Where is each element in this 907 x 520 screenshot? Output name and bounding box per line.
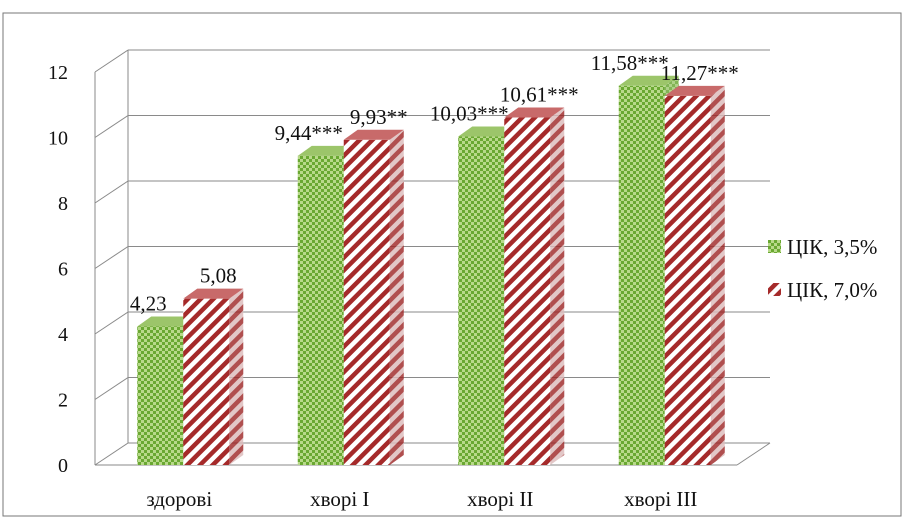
y-tick-label: 8	[58, 193, 68, 215]
legend-label-series-1: ЦІК, 3,5%	[787, 235, 877, 259]
data-label: 9,44***	[275, 121, 343, 145]
gridline-side	[94, 246, 129, 269]
data-label: 11,58***	[591, 51, 669, 75]
bar-top	[137, 316, 198, 327]
gridline-side	[94, 180, 129, 204]
y-tick-label: 4	[58, 324, 68, 346]
bar-top	[618, 75, 679, 86]
bar-side-shade	[550, 107, 565, 466]
bar-side	[389, 129, 404, 466]
data-label: 11,27***	[661, 61, 739, 85]
bar-top	[664, 85, 725, 96]
y-tick-label: 6	[58, 259, 68, 281]
y-tick-label: 10	[48, 128, 68, 150]
data-label: 4,23	[130, 291, 167, 315]
bar-front	[504, 117, 551, 466]
bar-top	[183, 288, 244, 299]
bar-top	[458, 126, 519, 137]
y-tick-labels: 0 2 4 6 8 10 12	[48, 62, 68, 477]
bar-top	[343, 129, 404, 140]
legend-entry-series-2: ЦІК, 7,0%	[768, 278, 877, 302]
bar-front	[664, 95, 711, 465]
data-label: 10,61***	[500, 83, 579, 107]
x-category-label: хворі II	[467, 487, 533, 511]
y-tick-label: 12	[48, 62, 68, 84]
gridline-side	[94, 49, 129, 73]
bar-front	[183, 298, 230, 465]
gridline-side	[94, 377, 129, 400]
data-label: 10,03***	[430, 102, 509, 126]
legend-entry-series-1: ЦІК, 3,5%	[768, 235, 877, 259]
y-tick-label: 2	[58, 390, 68, 412]
bar-side	[710, 85, 725, 465]
bar-side-shade	[229, 288, 244, 465]
data-labels: 4,23 5,08 9,44*** 9,93** 10,03***10,61*** 11,…	[130, 51, 739, 316]
bar-front	[137, 326, 184, 465]
bar-front	[343, 139, 390, 466]
data-label: 9,93**	[350, 105, 408, 129]
legend-label-series-2: ЦІК, 7,0%	[787, 278, 877, 302]
x-category-labels: здорові хворі I хворі II хворі III	[146, 487, 697, 511]
legend-swatch-series-2	[768, 283, 781, 296]
bar-side-shade	[710, 85, 725, 465]
bars	[137, 75, 725, 466]
legend: ЦІК, 3,5% ЦІК, 7,0%	[768, 235, 877, 302]
gridline-side	[94, 115, 129, 138]
bar-front	[618, 85, 665, 465]
floor-right-edge	[736, 442, 771, 466]
gridline-side	[94, 311, 129, 335]
bar-side	[550, 107, 565, 466]
x-category-label: хворі I	[310, 487, 369, 511]
data-label: 5,08	[200, 264, 237, 288]
bar-side	[229, 288, 244, 465]
bar-top	[297, 145, 358, 156]
bar-side-shade	[389, 129, 404, 466]
bar-top	[504, 107, 565, 118]
bar-front	[458, 136, 505, 465]
x-category-label: хворі III	[624, 487, 697, 511]
bar-front	[297, 155, 344, 465]
x-category-label: здорові	[146, 487, 212, 511]
gridline-side	[94, 442, 129, 466]
y-tick-label: 0	[58, 455, 68, 477]
legend-swatch-series-1	[768, 240, 781, 253]
